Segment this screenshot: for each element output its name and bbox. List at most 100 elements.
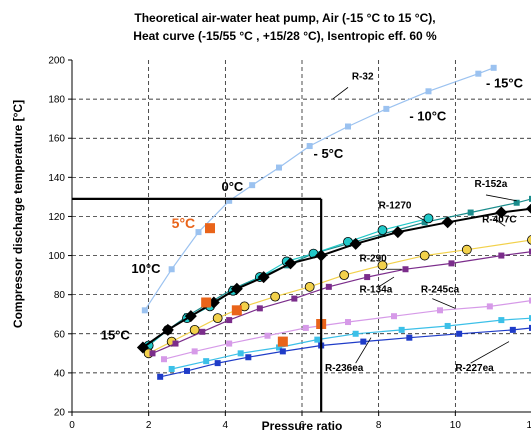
data-point-r-152a bbox=[467, 209, 474, 216]
annotation-label: R-227ea bbox=[455, 363, 494, 374]
x-tick-label: 4 bbox=[223, 420, 229, 431]
data-point-r-290 bbox=[419, 250, 430, 261]
annotation-label: 10°C bbox=[131, 261, 161, 276]
annotation-label: R-407C bbox=[482, 214, 516, 225]
data-point-orange bbox=[231, 305, 242, 316]
annotation-label: - 15°C bbox=[486, 75, 524, 90]
data-point-r-245ca bbox=[226, 340, 233, 347]
data-point-r-134a bbox=[402, 266, 409, 273]
y-tick-label: 140 bbox=[48, 173, 65, 184]
series-line-r-32 bbox=[144, 67, 494, 311]
data-point-r-32 bbox=[383, 105, 390, 112]
x-tick-label: 0 bbox=[69, 420, 75, 431]
data-point-r-1270 bbox=[423, 213, 434, 224]
data-point-r-236ea bbox=[444, 322, 451, 329]
y-tick-label: 200 bbox=[48, 56, 65, 67]
data-point-r-134a bbox=[256, 305, 263, 312]
x-axis-title: Pressure ratio bbox=[262, 419, 343, 433]
data-point-r-290 bbox=[270, 291, 281, 302]
annotation-label: 0°C bbox=[222, 179, 244, 194]
data-point-r-245ca bbox=[345, 319, 351, 326]
chart-title-line-2: Heat curve (-15/55 °C , +15/28 °C), Isen… bbox=[133, 29, 437, 43]
data-point-r-407c bbox=[184, 310, 197, 323]
leader-line bbox=[416, 216, 425, 221]
data-point-r-227ea bbox=[157, 373, 164, 380]
data-point-r-245ca bbox=[437, 307, 443, 314]
annotation-label: - 10°C bbox=[409, 109, 447, 124]
data-point-r-32 bbox=[168, 266, 175, 273]
data-point-r-134a bbox=[226, 317, 233, 324]
data-point-r-236ea bbox=[529, 315, 531, 322]
y-axis-title: Compressor discharge temperature [°C] bbox=[11, 100, 25, 328]
annotation-label: - 5°C bbox=[314, 146, 344, 161]
data-point-r-290 bbox=[304, 281, 315, 292]
data-point-r-290 bbox=[527, 235, 531, 245]
leader-line bbox=[332, 87, 349, 100]
data-point-r-236ea bbox=[398, 326, 405, 333]
leader-line bbox=[432, 298, 456, 309]
data-point-r-227ea bbox=[529, 324, 531, 331]
data-point-r-407c bbox=[230, 282, 243, 295]
annotation-label: R-245ca bbox=[421, 285, 460, 296]
annotation-label: R-236ea bbox=[325, 363, 364, 374]
data-point-r-32 bbox=[276, 164, 282, 171]
data-point-r-32 bbox=[345, 123, 351, 130]
y-tick-label: 40 bbox=[54, 368, 66, 379]
data-point-orange bbox=[277, 336, 288, 347]
leader-line bbox=[355, 337, 372, 364]
annotation-label: 5°C bbox=[172, 215, 196, 231]
data-point-r-32 bbox=[475, 70, 482, 77]
y-tick-label: 80 bbox=[54, 290, 66, 301]
x-tick-label: 10 bbox=[450, 420, 462, 431]
data-point-r-1270 bbox=[377, 225, 388, 236]
data-point-r-290 bbox=[377, 260, 388, 271]
data-point-r-407c bbox=[161, 323, 174, 336]
data-point-r-407c bbox=[349, 237, 362, 250]
x-tick-label: 6 bbox=[299, 420, 305, 431]
annotation-label: R-1270 bbox=[379, 201, 412, 212]
y-tick-label: 100 bbox=[48, 251, 65, 262]
data-point-r-152a bbox=[421, 219, 428, 226]
y-tick-label: 180 bbox=[48, 95, 65, 106]
data-point-r-134a bbox=[448, 260, 455, 267]
data-point-r-236ea bbox=[352, 330, 359, 337]
data-point-r-245ca bbox=[486, 303, 493, 310]
data-point-r-227ea bbox=[214, 360, 221, 367]
data-point-r-227ea bbox=[184, 367, 190, 374]
data-point-r-290 bbox=[461, 244, 472, 255]
series-line-r-134a bbox=[152, 251, 531, 354]
x-tick-label: 12 bbox=[526, 420, 531, 431]
chart-title-line-1: Theoretical air-water heat pump, Air (-1… bbox=[134, 11, 435, 25]
data-point-r-290 bbox=[339, 270, 350, 281]
data-point-r-407c bbox=[526, 203, 531, 214]
data-point-r-134a bbox=[149, 350, 156, 357]
data-point-r-227ea bbox=[456, 330, 463, 337]
data-point-r-407c bbox=[495, 206, 508, 219]
data-point-r-407c bbox=[284, 257, 297, 270]
data-point-r-32 bbox=[195, 229, 202, 236]
leader-line bbox=[493, 218, 506, 227]
leader-line bbox=[470, 341, 510, 364]
annotation-label: R-134a bbox=[360, 285, 393, 296]
data-point-r-236ea bbox=[276, 344, 282, 351]
data-point-r-32 bbox=[226, 197, 233, 204]
data-point-r-32 bbox=[306, 143, 313, 150]
data-point-r-407c bbox=[257, 271, 270, 284]
data-point-r-245ca bbox=[191, 348, 198, 355]
data-point-orange bbox=[201, 297, 212, 308]
data-point-r-32 bbox=[425, 88, 432, 95]
data-point-r-290 bbox=[212, 313, 223, 324]
data-point-r-134a bbox=[325, 283, 332, 290]
series-line-r-236ea bbox=[171, 317, 531, 370]
data-point-r-407c bbox=[441, 216, 454, 229]
data-point-r-134a bbox=[364, 274, 371, 281]
y-tick-label: 20 bbox=[54, 408, 66, 419]
leader-line bbox=[378, 276, 395, 288]
data-point-r-236ea bbox=[168, 365, 175, 372]
data-point-r-245ca bbox=[302, 324, 309, 331]
data-point-r-134a bbox=[199, 328, 206, 335]
data-point-r-152a bbox=[513, 199, 520, 206]
y-tick-label: 120 bbox=[48, 212, 65, 223]
data-point-r-134a bbox=[291, 295, 298, 302]
